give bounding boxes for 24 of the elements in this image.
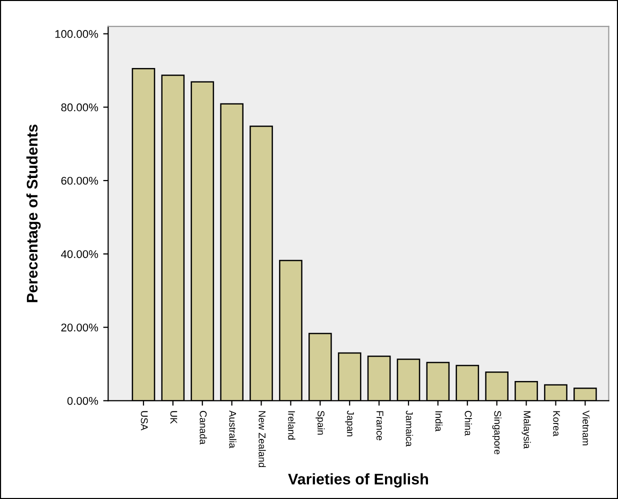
y-axis-title: Perecentage of Students: [26, 124, 41, 302]
x-tick-label: India: [435, 411, 442, 432]
y-tick-label: 60.00%: [61, 176, 98, 185]
x-tick-label: China: [464, 410, 472, 436]
x-tick-label: Spain: [316, 410, 325, 435]
x-tick-label: Australia: [229, 410, 236, 448]
y-tick-label: 0.00%: [67, 396, 98, 405]
x-tick-label: France: [376, 411, 384, 440]
x-axis-title: Varieties of English: [288, 473, 428, 488]
x-tick-label: UK: [170, 411, 178, 424]
x-tick-label: Canada: [200, 410, 207, 444]
y-tick-label: 40.00%: [61, 250, 98, 258]
y-tick-label: 80.00%: [61, 103, 98, 112]
x-tick-label: Korea: [553, 411, 560, 436]
x-tick-label: Malaysia: [522, 411, 531, 449]
x-tick-label: Ireland: [288, 411, 296, 440]
y-tick-label: 20.00%: [61, 324, 98, 332]
x-tick-label: Japan: [345, 410, 354, 436]
y-tick-label: 100.00%: [55, 30, 98, 38]
x-tick-label: Vietnam: [582, 410, 590, 446]
x-tick-label: USA: [140, 411, 148, 430]
x-tick-label: Singapore: [492, 410, 502, 454]
x-tick-label: New Zealand: [258, 411, 266, 468]
x-tick-label: Jamaica: [406, 410, 414, 447]
